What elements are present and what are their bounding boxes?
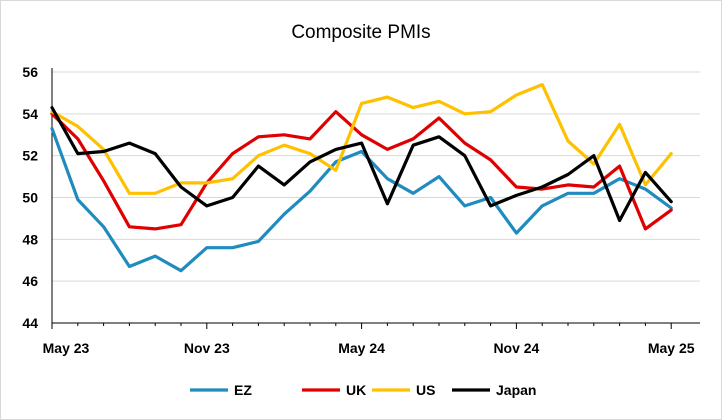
series-lines <box>50 82 673 273</box>
legend-label-japan: Japan <box>496 382 536 398</box>
legend-label-uk: UK <box>346 382 366 398</box>
x-tick-label: May 23 <box>43 340 90 356</box>
chart-title: Composite PMIs <box>291 22 430 43</box>
series-line-us <box>50 82 673 195</box>
series-line-japan <box>50 105 673 223</box>
x-tick-label: Nov 24 <box>493 340 539 356</box>
legend: EZ UK US Japan <box>190 382 536 398</box>
x-tick-label: May 24 <box>338 340 385 356</box>
y-tick-label: 46 <box>22 273 38 289</box>
legend-label-us: US <box>416 382 435 398</box>
y-tick-label: 54 <box>22 106 38 122</box>
x-tick-label: May 25 <box>648 340 695 356</box>
x-tick-label: Nov 23 <box>184 340 230 356</box>
series-line-uk <box>50 110 673 231</box>
y-tick-label: 52 <box>22 148 38 164</box>
x-axis-ticks: May 23 Nov 23 May 24 Nov 24 May 25 <box>43 323 695 356</box>
y-tick-label: 48 <box>22 231 38 247</box>
gridlines <box>52 71 700 282</box>
y-axis-ticks: 44 46 48 50 52 54 56 <box>22 64 38 331</box>
y-tick-label: 56 <box>22 64 38 80</box>
axes <box>51 68 700 324</box>
legend-label-ez: EZ <box>234 382 252 398</box>
y-tick-label: 50 <box>22 190 38 206</box>
series-line-ez <box>50 126 673 273</box>
y-tick-label: 44 <box>22 315 38 331</box>
